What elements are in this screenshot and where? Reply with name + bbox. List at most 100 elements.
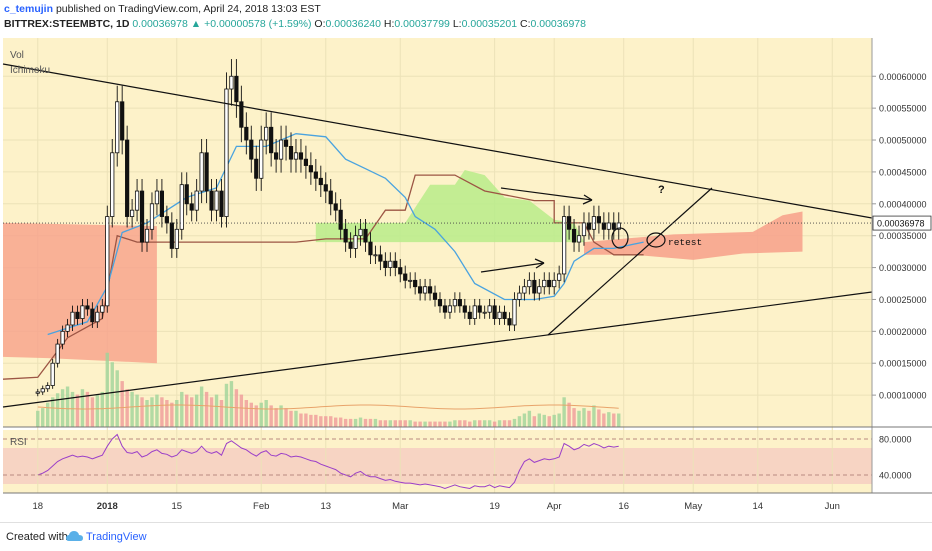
candle-body <box>55 343 60 364</box>
rsi-tick-label: 80.0000 <box>879 435 912 445</box>
publish-line: c_temujin published on TradingView.com, … <box>4 3 321 15</box>
author-name[interactable]: c_temujin <box>4 3 54 15</box>
volume-bar <box>214 394 219 427</box>
candle-body <box>413 279 418 288</box>
candle-body <box>353 235 358 249</box>
candle-body <box>457 299 462 307</box>
volume-bar <box>329 416 333 427</box>
volume-bar <box>338 417 343 427</box>
volume-bar <box>418 421 422 427</box>
candle-body <box>427 286 433 294</box>
candle-body <box>35 391 40 394</box>
created-with-text: Created with <box>6 531 68 543</box>
footer: Created with TradingView <box>0 522 932 551</box>
volume-bar <box>199 386 204 427</box>
volume-bar <box>522 413 527 427</box>
volume-bar <box>314 414 318 427</box>
candle-body <box>70 311 75 326</box>
candle-body <box>154 190 160 205</box>
ascending-trendline <box>2 291 873 408</box>
candle-body <box>522 286 527 294</box>
x-tick-label: 13 <box>320 501 331 512</box>
candle-body <box>298 152 304 160</box>
low-label: L: <box>452 18 462 30</box>
support-trendline <box>547 187 713 336</box>
volume-bar <box>487 420 492 427</box>
close-label: C: <box>520 18 531 30</box>
volume-bar <box>75 394 80 427</box>
candle-body <box>125 139 130 217</box>
candle-body <box>65 324 70 332</box>
x-tick-label: Mar <box>392 501 408 512</box>
descending-trendline <box>2 63 873 219</box>
volume-bar <box>160 397 164 427</box>
candle-body <box>343 228 348 243</box>
rsi-line <box>37 433 619 490</box>
volume-bar <box>269 405 273 427</box>
volume-bar <box>36 410 40 427</box>
candle-body <box>134 190 140 211</box>
candle-body <box>542 279 547 288</box>
volume-bar <box>428 421 432 427</box>
volume-bar <box>264 400 268 427</box>
volume-bar <box>443 421 447 427</box>
candle-body <box>452 299 457 307</box>
low-value: 0.00035201 <box>461 18 518 30</box>
volume-bar <box>448 421 452 427</box>
volume-bar <box>224 383 229 427</box>
candle-body <box>254 158 259 179</box>
volume-bar <box>185 394 189 427</box>
volume-bar <box>145 400 149 427</box>
candle-body <box>224 88 229 217</box>
tradingview-cloud-icon <box>66 531 83 541</box>
candle-body <box>437 299 443 307</box>
candle-body <box>274 152 279 160</box>
open-value: 0.00036240 <box>325 18 381 30</box>
volume-bar <box>512 418 517 427</box>
candle-body <box>144 228 150 243</box>
candle-body <box>323 184 328 192</box>
candle-body <box>571 228 577 243</box>
y-tick-label: 0.00015000 <box>879 359 927 369</box>
candle-body <box>442 305 448 313</box>
candle-body <box>239 101 244 128</box>
candle-body <box>229 75 234 90</box>
candle-body <box>477 305 482 313</box>
candle-body <box>214 190 219 211</box>
volume-bar <box>299 413 303 427</box>
x-tick-label: May <box>684 501 702 512</box>
volume-bar <box>497 420 502 427</box>
candle-body <box>264 126 269 141</box>
chart-stage[interactable]: ? retest 0.00060000 0.00055000 0.00050000 0.… <box>0 0 932 522</box>
volume-bar <box>140 397 144 427</box>
candle-body <box>85 305 90 310</box>
volume-bar <box>105 352 109 427</box>
volume-bar <box>65 386 70 427</box>
candle-body <box>576 235 582 243</box>
candle-body <box>368 241 373 256</box>
volume-bar <box>189 397 194 427</box>
volume-bar <box>279 405 283 427</box>
volume-bar <box>552 414 556 427</box>
candle-body <box>45 385 50 390</box>
volume-bar <box>80 389 85 427</box>
volume-bar <box>284 408 288 427</box>
volume-bar <box>527 410 532 427</box>
tradingview-brand[interactable]: TradingView <box>86 531 147 543</box>
arrow-head-icon <box>534 258 545 269</box>
candle-body <box>50 362 55 386</box>
candle-body <box>313 171 318 179</box>
volume-bar <box>239 394 244 427</box>
high-label: H: <box>383 18 395 30</box>
candle-body <box>139 190 145 243</box>
volume-bar <box>249 402 253 427</box>
candle-body <box>611 222 616 230</box>
x-tick-label: Jun <box>825 501 840 512</box>
candle-body <box>492 305 497 319</box>
candle-body <box>398 267 403 275</box>
volume-bar <box>482 420 487 427</box>
x-tick-label: 15 <box>172 501 183 512</box>
candle-body <box>100 305 105 313</box>
close-value: 0.00036978 <box>530 18 586 30</box>
question-mark-annotation: ? <box>658 184 665 196</box>
